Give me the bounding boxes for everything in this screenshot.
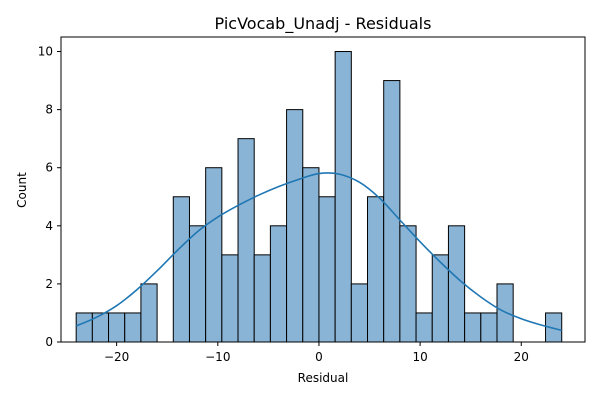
y-axis-label: Count <box>15 172 29 208</box>
histogram-bar <box>172 196 190 343</box>
histogram-bar <box>237 138 255 343</box>
y-tick-label: 10 <box>38 45 53 59</box>
histogram-bar <box>415 312 433 343</box>
x-axis-label: Residual <box>298 371 349 385</box>
histogram-bar <box>205 167 223 343</box>
histogram-bar <box>350 283 369 343</box>
histogram-bar <box>75 312 93 343</box>
y-tick-label: 0 <box>45 335 53 349</box>
plot-frame <box>60 36 586 343</box>
histogram-bar <box>140 283 158 343</box>
histogram-bar <box>108 312 126 343</box>
x-tick-label: −20 <box>104 350 129 364</box>
x-axis: −20 −10 0 10 20 <box>104 342 529 364</box>
y-tick-label: 8 <box>45 103 53 117</box>
histogram-bar <box>221 254 239 343</box>
histogram-bar <box>269 225 288 343</box>
histogram-bar <box>480 312 498 343</box>
histogram-bar <box>318 196 336 343</box>
histogram-bar <box>124 312 142 343</box>
histogram-bar <box>286 109 304 343</box>
y-tick-label: 4 <box>45 219 53 233</box>
chart-title: PicVocab_Unadj - Residuals <box>215 14 432 34</box>
histogram-bar <box>334 51 352 343</box>
histogram-bar <box>399 225 417 343</box>
y-axis: 0 2 4 6 8 10 <box>38 45 61 349</box>
y-tick-label: 6 <box>45 161 53 175</box>
x-tick-label: 10 <box>412 350 427 364</box>
x-tick-label: 0 <box>315 350 323 364</box>
bars-group <box>75 51 563 343</box>
histogram-bar <box>367 196 385 343</box>
kde-curve <box>75 172 562 332</box>
histogram-bar <box>188 225 207 343</box>
x-tick-label: 20 <box>514 350 529 364</box>
histogram-bar <box>464 312 482 343</box>
x-tick-label: −10 <box>205 350 230 364</box>
histogram-bar <box>447 225 466 343</box>
histogram-bar <box>253 254 271 343</box>
histogram-bar <box>302 167 320 343</box>
y-tick-label: 2 <box>45 277 53 291</box>
